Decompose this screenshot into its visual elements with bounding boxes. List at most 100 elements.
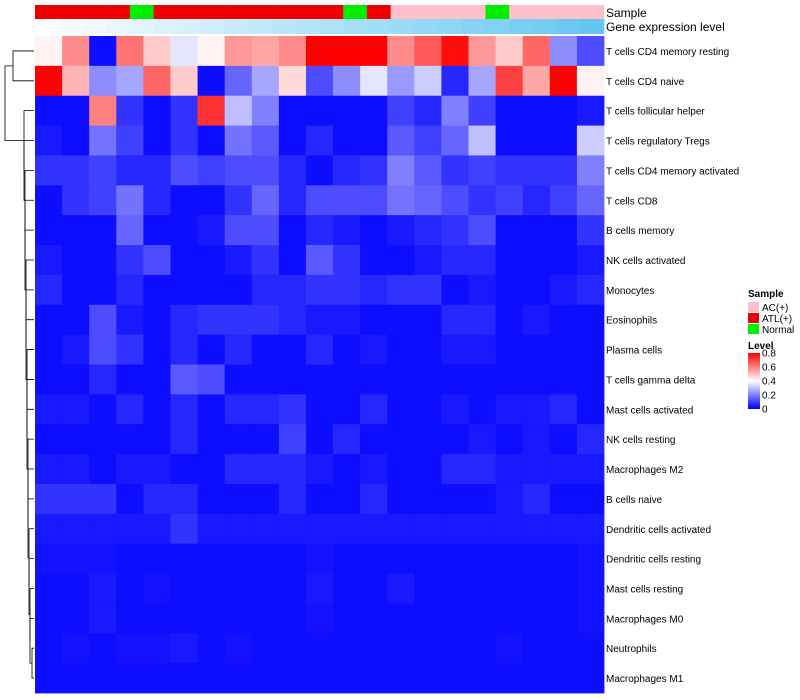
row-label: B cells memory bbox=[606, 226, 674, 237]
heatmap-cell bbox=[576, 304, 605, 336]
heatmap-cell bbox=[495, 334, 524, 365]
heatmap-cell bbox=[387, 334, 415, 365]
sample-annotation-cell bbox=[485, 5, 510, 19]
heatmap-cell bbox=[170, 125, 198, 156]
heatmap-cell bbox=[143, 245, 171, 276]
dendrogram-branch bbox=[27, 438, 34, 499]
heatmap-cell bbox=[576, 394, 605, 425]
heatmap-cell bbox=[305, 543, 334, 574]
heatmap-cell bbox=[441, 633, 469, 664]
heatmap-cell bbox=[197, 483, 226, 515]
heatmap-cell bbox=[62, 603, 90, 634]
heatmap-cell bbox=[197, 454, 226, 485]
gene-expression-annotation-cell bbox=[200, 19, 225, 34]
heatmap-cell bbox=[305, 245, 334, 276]
heatmap-cell bbox=[305, 454, 334, 485]
heatmap-cell bbox=[89, 543, 117, 574]
heatmap-cell bbox=[224, 245, 253, 276]
heatmap-cell bbox=[116, 424, 144, 455]
heatmap-cell bbox=[522, 424, 551, 455]
heatmap-cell bbox=[387, 95, 415, 126]
heatmap-cell bbox=[35, 125, 63, 156]
heatmap-cell bbox=[549, 274, 578, 306]
heatmap-cell bbox=[278, 155, 307, 186]
heatmap-cell bbox=[468, 304, 497, 336]
heatmap-cell bbox=[522, 245, 551, 276]
legend-sample-title: Sample bbox=[748, 289, 784, 300]
heatmap-cell bbox=[522, 95, 551, 126]
row-label: Mast cells resting bbox=[606, 585, 683, 596]
heatmap-cell bbox=[143, 483, 171, 515]
heatmap-cell bbox=[62, 543, 90, 574]
heatmap-cell bbox=[387, 65, 415, 97]
heatmap-cell bbox=[441, 573, 469, 604]
heatmap-cell bbox=[414, 543, 442, 574]
heatmap-cell bbox=[35, 215, 63, 246]
heatmap-cell bbox=[468, 424, 497, 455]
gene-expression-annotation-cell bbox=[366, 19, 391, 34]
heatmap-cell bbox=[333, 304, 361, 336]
heatmap-cell bbox=[360, 394, 388, 425]
heatmap-cell bbox=[251, 95, 280, 126]
heatmap-cell bbox=[197, 663, 226, 694]
heatmap-cell bbox=[278, 424, 307, 455]
heatmap-cell bbox=[62, 633, 90, 664]
heatmap-cell bbox=[333, 274, 361, 306]
heatmap-cell bbox=[360, 274, 388, 306]
heatmap-cell bbox=[224, 215, 253, 246]
heatmap-cell bbox=[89, 334, 117, 365]
heatmap-cell bbox=[305, 36, 334, 67]
heatmap-cell bbox=[522, 155, 551, 186]
sample-annotation-cell bbox=[58, 5, 83, 19]
heatmap-cell bbox=[170, 304, 198, 336]
heatmap-cell bbox=[387, 274, 415, 306]
heatmap-cell bbox=[278, 245, 307, 276]
heatmap-cell bbox=[387, 424, 415, 455]
sample-annotation-cell bbox=[580, 5, 605, 19]
heatmap-cell bbox=[278, 454, 307, 485]
row-label: NK cells activated bbox=[606, 256, 685, 267]
heatmap-cell bbox=[305, 125, 334, 156]
heatmap-cell bbox=[170, 513, 198, 545]
heatmap-cell bbox=[197, 513, 226, 545]
heatmap-cell bbox=[576, 364, 605, 395]
heatmap-cell bbox=[549, 185, 578, 216]
row-label: Macrophages M0 bbox=[606, 614, 684, 625]
heatmap-cell bbox=[143, 36, 171, 67]
heatmap-cell bbox=[522, 215, 551, 246]
heatmap-cell bbox=[62, 663, 90, 694]
heatmap-cell bbox=[414, 185, 442, 216]
heatmap-cell bbox=[414, 424, 442, 455]
heatmap-cell bbox=[116, 543, 144, 574]
heatmap-cell bbox=[495, 573, 524, 604]
heatmap-cell bbox=[170, 663, 198, 694]
heatmap-cell bbox=[116, 573, 144, 604]
heatmap-cell bbox=[414, 633, 442, 664]
row-dendrogram bbox=[4, 50, 34, 679]
heatmap-cell bbox=[224, 364, 253, 395]
heatmap-cell bbox=[197, 245, 226, 276]
heatmap-cell bbox=[305, 394, 334, 425]
heatmap-cell bbox=[522, 65, 551, 97]
sample-annotation-cell bbox=[129, 5, 154, 19]
heatmap-cell bbox=[495, 65, 524, 97]
heatmap-cell bbox=[251, 483, 280, 515]
heatmap-cell bbox=[170, 274, 198, 306]
heatmap-cell bbox=[305, 633, 334, 664]
heatmap-cell bbox=[170, 364, 198, 395]
sample-annotation-cell bbox=[461, 5, 486, 19]
heatmap-cell bbox=[414, 364, 442, 395]
row-label: Dendritic cells activated bbox=[606, 525, 711, 536]
heatmap-cell bbox=[549, 125, 578, 156]
row-label: Mast cells activated bbox=[606, 405, 693, 416]
gene-expression-annotation-cell bbox=[461, 19, 486, 34]
legend-level-ticks: 0.8 0.6 0.4 0.2 0 bbox=[762, 349, 776, 416]
heatmap-cell bbox=[549, 65, 578, 97]
heatmap-cell bbox=[35, 304, 63, 336]
heatmap-cell bbox=[360, 36, 388, 67]
heatmap-cell bbox=[414, 513, 442, 545]
heatmap-cell bbox=[251, 304, 280, 336]
heatmap-cell bbox=[116, 65, 144, 97]
heatmap-cell bbox=[360, 454, 388, 485]
heatmap-cell bbox=[549, 245, 578, 276]
